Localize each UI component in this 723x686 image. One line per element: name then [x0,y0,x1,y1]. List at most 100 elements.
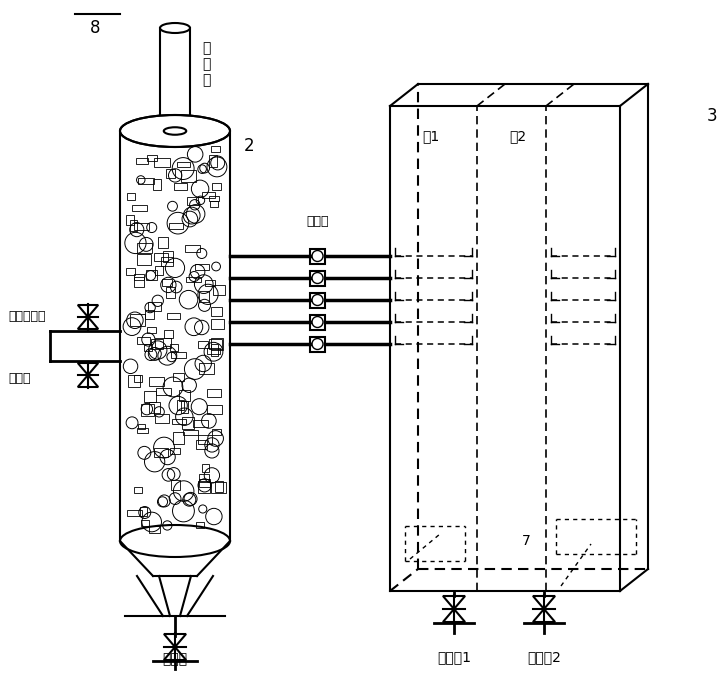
Bar [140,508,147,515]
Bar [134,375,142,382]
Bar [141,520,149,525]
Bar [171,352,187,357]
Bar [127,215,134,225]
Bar [127,510,142,516]
Bar [128,375,140,387]
Bar [310,292,325,307]
Bar [176,400,184,410]
Bar [210,339,222,349]
Bar [169,223,183,228]
Ellipse shape [163,127,187,134]
Bar [153,253,168,261]
Bar [129,220,137,231]
Bar [211,146,221,152]
Bar [210,201,218,207]
Bar [213,285,225,295]
Bar [310,314,325,329]
Bar [213,429,221,436]
Bar [155,414,169,423]
Bar [199,291,210,302]
Text: 曝
气
管: 曝 气 管 [202,41,210,87]
Text: 2: 2 [244,137,254,155]
Bar [138,178,153,184]
Bar [171,480,180,490]
Bar [209,196,219,202]
Bar [181,170,196,182]
Bar [155,338,171,348]
Bar [147,327,156,333]
Bar [197,482,210,493]
Bar [195,264,209,270]
Bar [162,279,172,285]
Bar [153,180,161,190]
Bar [199,364,214,375]
Bar [185,244,200,252]
Bar [155,265,163,275]
Bar [134,274,145,281]
Bar [151,338,163,349]
Bar [170,448,179,453]
Bar [149,402,160,414]
Bar [207,389,221,397]
Text: 7: 7 [521,534,531,548]
Bar [215,482,223,491]
Bar [153,447,168,458]
Bar [310,337,325,351]
Bar [181,401,188,412]
Bar [202,464,209,472]
Bar [211,320,223,329]
Bar [202,193,215,198]
Bar [144,344,152,351]
Text: 赤泥进料管: 赤泥进料管 [8,309,46,322]
Bar [212,183,221,190]
Bar [132,205,147,211]
Text: 室2: 室2 [510,129,526,143]
Bar [149,526,161,533]
Bar [166,169,175,178]
Ellipse shape [120,115,230,147]
Bar [137,428,148,434]
Bar [147,155,158,161]
Bar [200,474,209,482]
Bar [187,197,199,206]
Bar [163,251,173,263]
Bar [137,254,150,265]
Bar [134,277,144,287]
Bar [183,430,197,436]
Bar [211,338,223,350]
Bar [171,344,178,351]
Bar [208,348,220,354]
Bar [179,390,189,401]
Bar [164,330,174,338]
Bar [310,270,325,285]
Bar [130,314,145,326]
Bar [196,440,207,449]
Bar [156,388,171,396]
Text: 进水管: 进水管 [8,372,30,386]
Bar [211,307,222,316]
Bar [136,158,148,163]
Bar [127,268,135,275]
Bar [172,419,186,425]
Bar [198,435,212,444]
Bar [134,487,142,493]
Bar [174,373,184,381]
Bar [161,257,173,265]
Bar [134,224,149,230]
Bar [196,522,204,528]
Bar [158,237,168,248]
Bar [174,183,187,191]
Text: 出水管2: 出水管2 [527,650,561,664]
Bar [207,405,222,414]
Bar [310,248,325,263]
Bar [137,244,152,253]
Bar [197,341,208,348]
Bar [205,281,215,286]
Text: 室1: 室1 [422,129,440,143]
Text: 出水管1: 出水管1 [437,650,471,664]
Text: 8: 8 [90,19,100,37]
Bar [192,420,208,427]
Bar [149,377,164,386]
Bar [145,309,154,318]
Text: 出水口: 出水口 [307,215,329,228]
